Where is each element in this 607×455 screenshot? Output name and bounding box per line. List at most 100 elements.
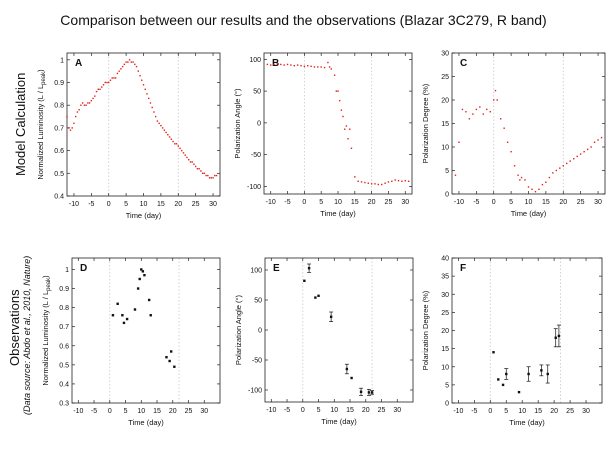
panel-c: -10 -5 0 5 10 15 20 25 30 0 5 10 15 20 25 30 Time (day) P… xyxy=(421,51,606,218)
data-point xyxy=(329,315,333,318)
data-point xyxy=(201,172,204,175)
data-point xyxy=(350,376,353,380)
data-point xyxy=(186,156,188,159)
y-tick-label: 0.6 xyxy=(59,343,69,350)
data-point xyxy=(109,79,112,81)
x-tick-label: 5 xyxy=(317,407,321,414)
data-point xyxy=(270,64,272,66)
data-point xyxy=(293,65,295,67)
x-tick-label: 30 xyxy=(209,201,217,208)
x-tick-label: 10 xyxy=(137,408,145,415)
data-point xyxy=(207,174,209,177)
y-tick-label: -100 xyxy=(247,184,261,191)
panel-letter: F xyxy=(460,263,466,274)
data-point xyxy=(168,359,171,363)
data-point xyxy=(503,127,505,129)
data-point xyxy=(101,86,103,88)
x-axis-label: Time (day) xyxy=(320,209,356,218)
x-tick-label: 30 xyxy=(582,408,590,415)
data-point xyxy=(576,155,578,158)
data-point xyxy=(153,111,155,113)
y-tick-label: 10 xyxy=(441,145,449,152)
data-point xyxy=(104,81,106,84)
data-point xyxy=(314,296,317,299)
data-point xyxy=(175,143,178,145)
x-tick-label: -5 xyxy=(88,201,94,208)
data-point xyxy=(121,65,124,68)
data-point xyxy=(597,139,599,141)
panel-letter: C xyxy=(460,58,467,69)
plot-frame xyxy=(263,52,413,195)
data-point xyxy=(335,90,338,92)
y-axis-label-main: Normalized Luminosity (L / L xyxy=(36,85,45,180)
data-point xyxy=(149,102,152,104)
data-point xyxy=(121,314,124,317)
y-tick-label: 15 xyxy=(441,121,449,128)
x-tick-label: -10 xyxy=(69,201,79,208)
x-tick-label: 20 xyxy=(169,408,177,415)
data-point xyxy=(524,179,526,181)
panel-f: -10 -5 0 5 10 15 20 25 30 0 5 10 15 20 25 30 35 40 Time (d… xyxy=(421,256,603,427)
data-point xyxy=(562,165,564,167)
y-tick-label: 25 xyxy=(441,310,449,317)
data-point xyxy=(116,302,119,305)
data-point xyxy=(276,63,279,65)
y-tick-label: 30 xyxy=(441,292,449,299)
x-axis-label: Time (day) xyxy=(509,418,545,427)
y-tick-label: 5 xyxy=(445,382,449,389)
data-point xyxy=(517,174,519,176)
x-tick-label: 30 xyxy=(594,199,602,206)
data-point xyxy=(273,63,275,66)
data-point xyxy=(370,183,373,185)
data-point xyxy=(397,179,400,182)
data-point xyxy=(359,390,363,393)
y-axis-label-sub: peak xyxy=(41,71,47,85)
x-tick-label: -10 xyxy=(73,408,83,415)
data-point xyxy=(347,138,349,140)
y-tick-label: 0 xyxy=(445,192,449,199)
data-point xyxy=(566,162,568,165)
data-point xyxy=(123,63,126,66)
data-point xyxy=(590,146,592,148)
data-point xyxy=(280,63,282,66)
y-tick-label: 30 xyxy=(441,51,449,58)
data-point xyxy=(310,65,312,68)
data-point xyxy=(307,267,311,270)
data-point xyxy=(313,66,316,68)
x-tick-label: 25 xyxy=(185,408,193,415)
data-point xyxy=(338,99,341,102)
data-point xyxy=(137,70,139,72)
data-point xyxy=(497,378,500,381)
data-point xyxy=(78,109,80,111)
data-point xyxy=(407,180,410,182)
x-axis-label: Time (day) xyxy=(126,211,162,220)
data-point xyxy=(510,151,512,153)
x-tick-label: 30 xyxy=(393,407,401,414)
data-point xyxy=(69,129,72,131)
data-point xyxy=(68,127,70,129)
data-point xyxy=(344,128,346,130)
y-tick-label: 0.5 xyxy=(54,171,64,178)
data-point xyxy=(181,149,183,152)
data-point xyxy=(83,104,86,106)
y-axis-label: Polarization Angle (°) xyxy=(233,88,242,159)
x-tick-label: 5 xyxy=(509,199,513,206)
y-axis-label-main: Polarization Degree (%) xyxy=(421,83,430,163)
data-point xyxy=(559,167,561,169)
x-tick-label: 15 xyxy=(351,199,359,206)
data-point xyxy=(143,273,146,277)
data-point xyxy=(286,63,289,66)
data-point xyxy=(367,391,371,394)
x-tick-label: 0 xyxy=(302,199,306,206)
x-tick-label: 5 xyxy=(124,201,128,208)
data-point xyxy=(114,77,117,79)
data-point xyxy=(327,61,329,64)
data-point xyxy=(345,367,349,371)
x-tick-label: 5 xyxy=(124,408,128,415)
y-tick-label: 0.5 xyxy=(59,362,69,369)
data-point xyxy=(381,183,383,186)
x-tick-label: 0 xyxy=(301,407,305,414)
data-point xyxy=(165,356,168,359)
data-point xyxy=(520,176,523,179)
data-point xyxy=(85,104,87,106)
